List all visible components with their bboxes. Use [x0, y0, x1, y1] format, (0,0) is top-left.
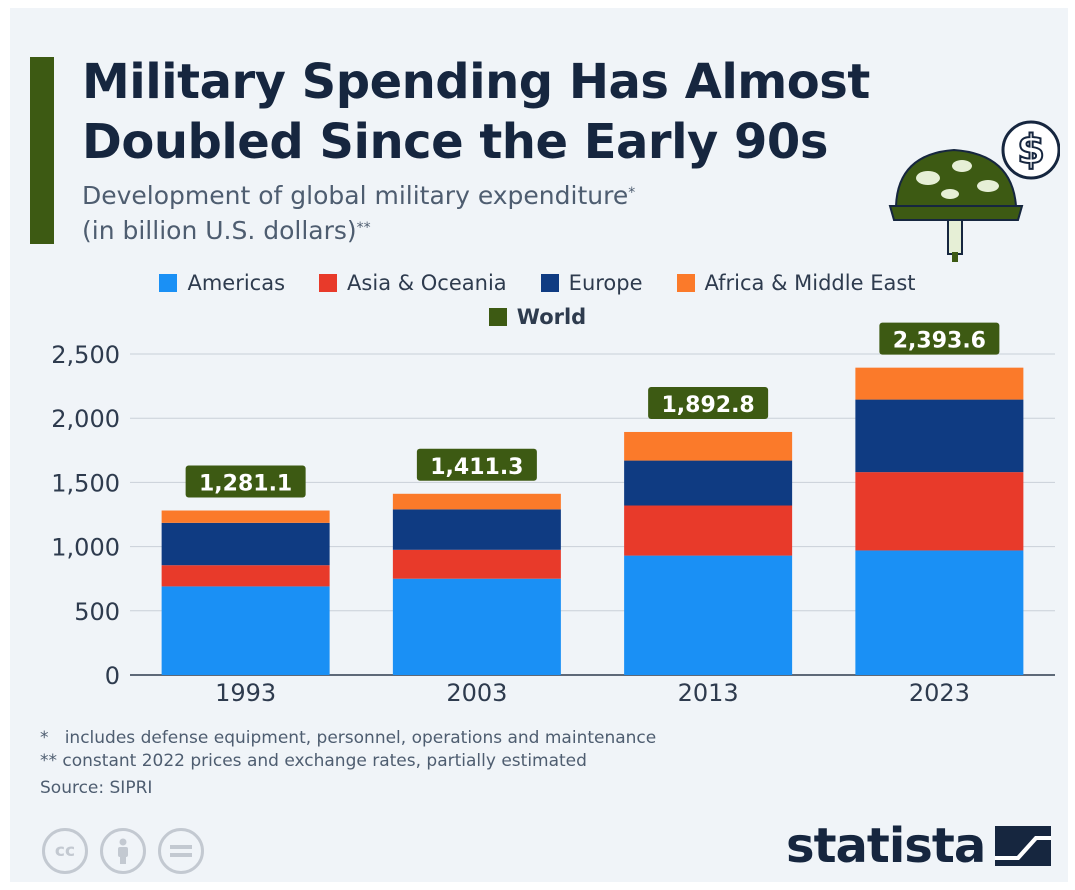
- cc-icon[interactable]: cc: [42, 828, 88, 874]
- total-label: 1,411.3: [430, 455, 523, 480]
- stacked-bar-chart: 0 500 1,000 1,500 2,000 2,500 1993 1,281.1 2003 1…: [51, 322, 1055, 707]
- source-note: Source: SIPRI: [40, 778, 153, 798]
- bar-segment-europe: [624, 460, 793, 506]
- bar-segment-africa-middle-east: [855, 367, 1024, 400]
- bar-segment-africa-middle-east: [161, 510, 330, 523]
- title-accent-bar: [30, 57, 54, 244]
- bar-segment-asia-oceania: [161, 565, 330, 587]
- y-tick-label: 2,000: [51, 405, 120, 433]
- legend-item-world: World: [488, 305, 587, 329]
- legend-item-asia-oceania: Asia & Oceania: [319, 271, 507, 295]
- subtitle-footnote-mark: *: [628, 185, 636, 201]
- helmet-dollar-icon: $: [888, 120, 1060, 262]
- chart-subtitle: Development of global military expenditu…: [82, 178, 842, 248]
- attribution-icon[interactable]: [100, 828, 146, 874]
- x-tick-label: 2023: [909, 679, 970, 707]
- subtitle-line1: Development of global military expenditu…: [82, 181, 629, 210]
- legend-label: Asia & Oceania: [347, 271, 507, 295]
- bar-segment-americas: [392, 578, 561, 675]
- statista-mark-icon: [995, 826, 1052, 866]
- subtitle-footnote-mark-2: **: [356, 220, 371, 236]
- subtitle-line2: (in billion U.S. dollars): [82, 216, 357, 245]
- statista-logo[interactable]: statista: [786, 818, 1052, 874]
- person-icon: [118, 838, 128, 864]
- bar-segment-americas: [624, 555, 793, 675]
- x-tick-label: 1993: [215, 679, 276, 707]
- legend-label: Africa & Middle East: [704, 271, 916, 295]
- total-badge: [879, 322, 1000, 355]
- bar-segment-africa-middle-east: [392, 493, 561, 510]
- x-tick-label: 2003: [446, 679, 507, 707]
- y-tick-label: 1,500: [51, 469, 120, 497]
- legend-label: Americas: [187, 271, 286, 295]
- chart-legend: Americas Asia & Oceania Europe Africa & …: [0, 266, 1075, 334]
- total-label: 2,393.6: [893, 329, 986, 354]
- total-badge: [185, 465, 306, 498]
- legend-swatch: [319, 274, 338, 292]
- legend-swatch: [540, 274, 559, 292]
- y-tick-label: 2,500: [51, 341, 120, 369]
- total-badge: [648, 386, 769, 419]
- total-badge: [416, 448, 537, 481]
- legend-item-americas: Americas: [159, 271, 285, 295]
- footnote-1: * includes defense equipment, personnel,…: [40, 728, 657, 748]
- y-tick-label: 1,000: [51, 534, 120, 562]
- bar-segment-europe: [161, 522, 330, 566]
- legend-row-world: World: [0, 300, 1075, 334]
- bar-segment-asia-oceania: [392, 549, 561, 579]
- x-tick-label: 2013: [678, 679, 739, 707]
- y-tick-label: 500: [74, 598, 120, 626]
- legend-row-regions: Americas Asia & Oceania Europe Africa & …: [0, 266, 1075, 300]
- chart-title: Military Spending Has Almost Doubled Sin…: [82, 54, 870, 170]
- total-label: 1,892.8: [661, 393, 754, 418]
- total-label: 1,281.1: [199, 472, 292, 497]
- bar-segment-americas: [161, 586, 330, 675]
- footnote-2: ** constant 2022 prices and exchange rat…: [40, 751, 587, 771]
- legend-item-europe: Europe: [540, 271, 643, 295]
- svg-text:$: $: [1017, 127, 1045, 173]
- equals-icon: [170, 845, 192, 857]
- bar-segment-americas: [855, 550, 1024, 675]
- bar-segment-europe: [392, 509, 561, 550]
- bar-segment-europe: [855, 399, 1024, 473]
- no-derivatives-icon[interactable]: [158, 828, 204, 874]
- footnotes: * includes defense equipment, personnel,…: [40, 727, 656, 800]
- legend-swatch: [488, 308, 507, 326]
- legend-item-africa-middle-east: Africa & Middle East: [676, 271, 916, 295]
- legend-swatch: [159, 274, 178, 292]
- license-icons: cc: [42, 828, 204, 874]
- bar-segment-asia-oceania: [624, 505, 793, 556]
- bar-segment-asia-oceania: [855, 472, 1024, 551]
- legend-label: Europe: [568, 271, 643, 295]
- y-tick-label: 0: [105, 662, 120, 690]
- legend-swatch: [676, 274, 695, 292]
- legend-label: World: [516, 305, 587, 329]
- brand-wordmark: statista: [786, 818, 986, 874]
- bar-segment-africa-middle-east: [624, 431, 793, 461]
